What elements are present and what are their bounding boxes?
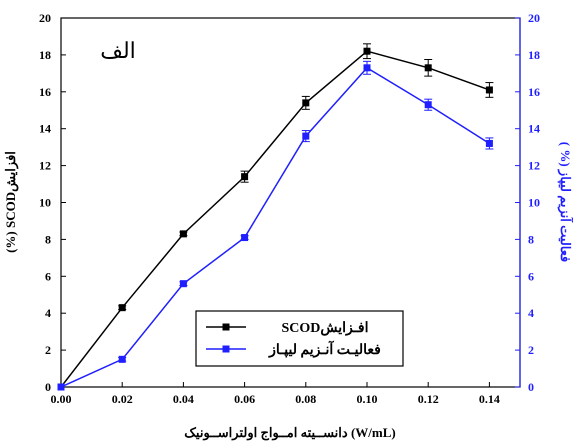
- legend-marker-lipase: [222, 345, 230, 353]
- data-point: [57, 383, 65, 391]
- y2-tick-label: 16: [528, 85, 540, 99]
- y-axis-left: 0 2 4 6 8 10 12 14 16 18 20: [39, 11, 66, 394]
- legend-box: [195, 310, 404, 367]
- y-tick-label: 12: [39, 159, 51, 173]
- series-line-2: [60, 66, 490, 388]
- y-tick-label: 18: [39, 48, 51, 62]
- data-point: [179, 230, 187, 238]
- legend-marker-scod: [222, 323, 230, 331]
- data-point: [424, 101, 432, 109]
- data-point: [302, 132, 310, 140]
- x-tick-label: 0.04: [173, 392, 194, 406]
- y-axis-right-title: ( %) فعالیت آنزیم لیپاز: [557, 142, 573, 263]
- x-tick-label: 0.14: [479, 392, 500, 406]
- y2-tick-label: 14: [528, 122, 540, 136]
- y2-tick-label: 10: [528, 196, 540, 210]
- y-tick-label: 14: [39, 122, 51, 136]
- y-axis-right: 0 2 4 6 8 10 12 14 16 18 20: [515, 11, 540, 394]
- data-point: [241, 234, 249, 242]
- y-tick-label: 2: [45, 343, 51, 357]
- y-tick-label: 4: [45, 306, 51, 320]
- panel-label: الف: [100, 38, 136, 63]
- data-point: [118, 355, 126, 363]
- y-tick-label: 0: [45, 380, 51, 394]
- y2-tick-label: 4: [528, 306, 534, 320]
- y2-tick-label: 2: [528, 343, 534, 357]
- y2-tick-label: 0: [528, 380, 534, 394]
- y-tick-label: 6: [45, 269, 51, 283]
- data-point: [485, 86, 493, 94]
- data-point: [302, 99, 310, 107]
- data-point: [179, 280, 187, 288]
- data-point: [424, 64, 432, 72]
- x-tick-label: 0.02: [112, 392, 133, 406]
- y2-tick-label: 12: [528, 159, 540, 173]
- x-tick-label: 0.12: [418, 392, 439, 406]
- y-tick-label: 20: [39, 11, 51, 25]
- x-axis: 0.00 0.02 0.04 0.06 0.08 0.10 0.12 0.14: [51, 382, 500, 406]
- x-tick-label: 0.00: [51, 392, 72, 406]
- data-point: [118, 304, 126, 312]
- legend-label-scod: SCODافـزایش: [282, 321, 369, 336]
- x-axis-title: دانســیته امــواج اولتراســونیک (W/mL): [184, 425, 395, 441]
- legend: SCODافـزایش فعالیـت آنـزیم لیپـاز: [195, 310, 404, 367]
- y2-tick-label: 8: [528, 232, 534, 246]
- legend-label-lipase: فعالیـت آنـزیم لیپـاز: [268, 340, 381, 358]
- data-point: [485, 139, 493, 147]
- y-tick-label: 8: [45, 232, 51, 246]
- data-point: [241, 173, 249, 181]
- x-tick-label: 0.10: [357, 392, 378, 406]
- y-axis-left-title: (%) SCODافزایش: [3, 151, 19, 253]
- y-tick-label: 16: [39, 85, 51, 99]
- y2-tick-label: 6: [528, 269, 534, 283]
- y2-tick-label: 20: [528, 11, 540, 25]
- series-line-1: [60, 50, 490, 388]
- x-tick-label: 0.06: [234, 392, 255, 406]
- data-point: [363, 47, 371, 55]
- x-tick-label: 0.08: [295, 392, 316, 406]
- y2-tick-label: 18: [528, 48, 540, 62]
- data-point: [363, 64, 371, 72]
- y-tick-label: 10: [39, 196, 51, 210]
- series-layer: [57, 43, 494, 391]
